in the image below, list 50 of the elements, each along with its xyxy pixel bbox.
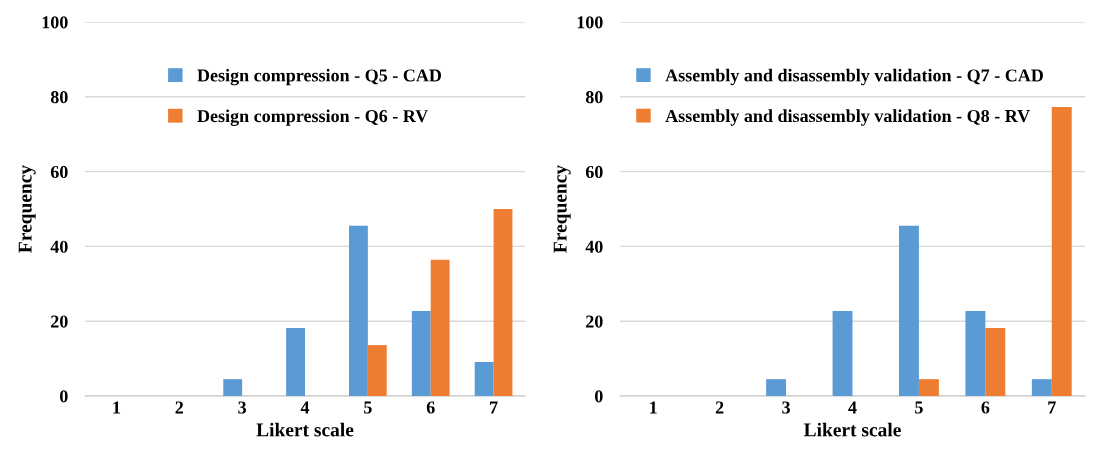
y-tick-label: 80 <box>50 91 68 104</box>
y-tick-label: 80 <box>585 91 603 104</box>
bar <box>493 209 513 396</box>
y-axis-title: Frequency <box>18 165 36 253</box>
y-tick-label: 60 <box>585 165 603 179</box>
y-axis-title: Frequency <box>553 165 571 253</box>
y-tick-label: 40 <box>585 240 603 253</box>
y-tick-label: 40 <box>50 240 68 253</box>
bar <box>367 345 387 396</box>
x-tick-label: 3 <box>238 401 247 414</box>
legend-label: Design compression - Q6 - RV <box>197 109 429 126</box>
bar <box>286 327 305 396</box>
x-tick-label: 4 <box>300 401 310 414</box>
bar <box>1031 379 1052 396</box>
bar <box>474 361 494 396</box>
y-tick-label: 100 <box>577 16 603 29</box>
bar <box>985 327 1006 396</box>
bar <box>832 311 853 396</box>
x-tick-label: 1 <box>650 401 657 414</box>
x-tick-label: 7 <box>1048 401 1056 414</box>
bar <box>411 311 431 396</box>
x-tick-label: 1 <box>113 401 121 414</box>
x-tick-label: 7 <box>490 401 498 414</box>
y-tick-label: 20 <box>586 315 603 328</box>
bar <box>430 259 450 396</box>
y-tick-label: 0 <box>59 390 68 403</box>
x-tick-label: 6 <box>426 401 435 414</box>
bar <box>223 379 243 396</box>
x-tick-label: 3 <box>782 401 790 414</box>
bar <box>965 311 986 396</box>
legend-label: Assembly and disassembly validation - Q8 - RV <box>665 109 1030 126</box>
bar <box>349 225 368 396</box>
x-axis-title: Likert scale <box>256 422 354 437</box>
y-tick-label: 20 <box>51 315 68 328</box>
legend-label: Design compression - Q5 - CAD <box>197 68 442 86</box>
bar <box>1051 106 1072 396</box>
bar <box>766 379 787 396</box>
x-tick-label: 5 <box>915 401 923 414</box>
y-tick-label: 100 <box>42 16 68 29</box>
x-tick-label: 6 <box>981 401 990 414</box>
x-tick-label: 5 <box>364 401 372 414</box>
x-tick-label: 2 <box>175 401 184 414</box>
y-tick-label: 60 <box>50 165 68 179</box>
x-tick-label: 2 <box>715 401 724 414</box>
x-tick-label: 4 <box>848 401 857 414</box>
bar <box>899 225 919 396</box>
x-axis-title: Likert scale <box>803 422 901 437</box>
y-tick-label: 0 <box>594 390 603 403</box>
bar <box>918 379 939 396</box>
legend-label: Assembly and disassembly validation - Q7 - CAD <box>665 68 1043 86</box>
